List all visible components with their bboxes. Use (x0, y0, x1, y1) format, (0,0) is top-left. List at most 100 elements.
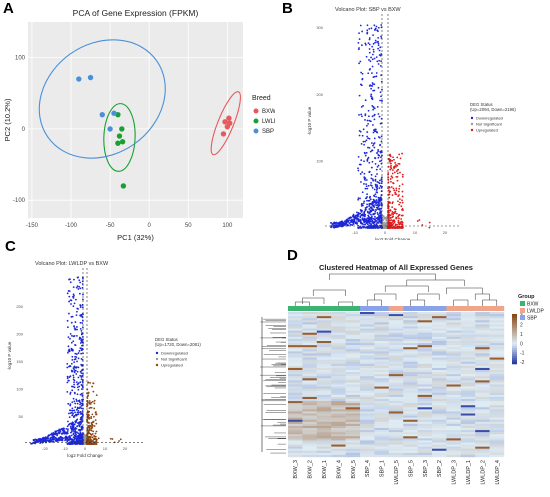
heatmap-cell (489, 332, 505, 335)
heatmap-cell (360, 318, 375, 321)
heatmap-cell (345, 450, 361, 454)
heatmap-cell (288, 428, 303, 431)
heatmap-cell (345, 428, 361, 431)
heatmap-cell (432, 388, 447, 391)
heatmap-cell (446, 450, 461, 454)
point-downregulated (76, 310, 78, 313)
point-upregulated (418, 219, 421, 221)
point-downregulated (66, 319, 69, 322)
heatmap-cell (316, 355, 332, 358)
heatmap-cell (345, 454, 361, 458)
heatmap-cell (417, 452, 433, 456)
point-downregulated (374, 183, 377, 186)
heatmap-cell (460, 345, 476, 348)
heatmap-cell (432, 355, 447, 358)
point-downregulated (77, 288, 80, 290)
point-downregulated (339, 224, 342, 227)
heatmap-cell (316, 448, 332, 451)
point-upregulated (393, 212, 396, 215)
heatmap-cell (460, 326, 476, 329)
heatmap-cell (345, 359, 361, 362)
point-downregulated (66, 431, 68, 434)
point-downregulated (333, 226, 336, 229)
heatmap-cell (388, 401, 404, 404)
point-upregulated (90, 417, 93, 420)
heatmap-cell (302, 448, 317, 451)
heatmap-cell (489, 328, 505, 331)
heatmap-cell (432, 384, 447, 387)
heatmap-cell (475, 401, 490, 404)
point-downregulated (72, 376, 75, 379)
heatmap-cell (446, 392, 461, 396)
heatmap-cell (388, 425, 404, 429)
heatmap-cell (345, 318, 361, 321)
point-upregulated (388, 185, 391, 188)
heatmap-cell (360, 407, 375, 410)
heatmap-cell (331, 336, 346, 340)
heatmap-cell (345, 349, 361, 352)
heatmap-cell (475, 428, 490, 431)
heatmap-cell (489, 432, 505, 435)
column-dendrogram-branch (338, 301, 354, 308)
point-upregulated (395, 226, 398, 229)
heatmap-cell (360, 322, 375, 325)
point-downregulated (64, 436, 67, 439)
heatmap-cell (475, 349, 490, 352)
heatmap-cell (403, 318, 418, 321)
x-tick-label: 0 (384, 230, 387, 235)
heatmap-cell (345, 326, 361, 329)
point-downregulated (47, 437, 50, 440)
point-downregulated (73, 294, 75, 297)
data-point-lwldp (119, 126, 125, 132)
point-downregulated (342, 222, 345, 225)
heatmap-cell (288, 378, 303, 381)
heatmap-cell (403, 448, 418, 451)
legend-marker (253, 108, 259, 114)
heatmap-cell (460, 312, 476, 315)
heatmap-cell (345, 367, 361, 371)
point-downregulated (364, 208, 367, 211)
heatmap-cell (446, 326, 461, 329)
point-downregulated (375, 195, 377, 198)
sample-label: LWLDP_3 (452, 460, 458, 485)
heatmap-cell (489, 357, 505, 360)
heatmap-cell (417, 312, 433, 315)
heatmap-cell (331, 312, 346, 315)
heatmap-cell (316, 405, 332, 408)
data-point-lwldp (120, 183, 127, 189)
point-downregulated (363, 160, 365, 163)
heatmap-cell (460, 380, 476, 383)
point-upregulated (88, 422, 90, 424)
heatmap-cell (388, 384, 404, 387)
point-upregulated (392, 226, 395, 228)
point-downregulated (377, 42, 380, 45)
heatmap-cell (489, 430, 505, 433)
point-downregulated (75, 433, 77, 436)
point-downregulated (75, 439, 78, 442)
point-upregulated (401, 190, 404, 193)
heatmap-cell (345, 409, 361, 412)
data-point-sbp (99, 111, 105, 118)
point-downregulated (366, 219, 368, 222)
heatmap-cell (345, 334, 361, 338)
heatmap-cell (417, 446, 433, 449)
heatmap-cell (475, 316, 490, 319)
heatmap-cell (460, 314, 476, 317)
point-downregulated (67, 345, 70, 348)
point-downregulated (82, 293, 84, 296)
heatmap-cell (489, 374, 505, 377)
heatmap-cell (417, 367, 433, 371)
heatmap-cell (288, 347, 303, 350)
heatmap-cell (316, 399, 332, 402)
heatmap-cell (360, 363, 375, 367)
point-downregulated (377, 40, 379, 43)
heatmap-cell (432, 448, 447, 451)
heatmap-cell (417, 357, 433, 360)
heatmap-cell (417, 392, 433, 396)
point-downregulated (376, 60, 379, 63)
heatmap-cell (460, 401, 476, 404)
heatmap-cell (331, 407, 346, 410)
heatmap-cell (331, 334, 346, 338)
heatmap-cell (417, 347, 433, 350)
point-downregulated (70, 303, 72, 305)
